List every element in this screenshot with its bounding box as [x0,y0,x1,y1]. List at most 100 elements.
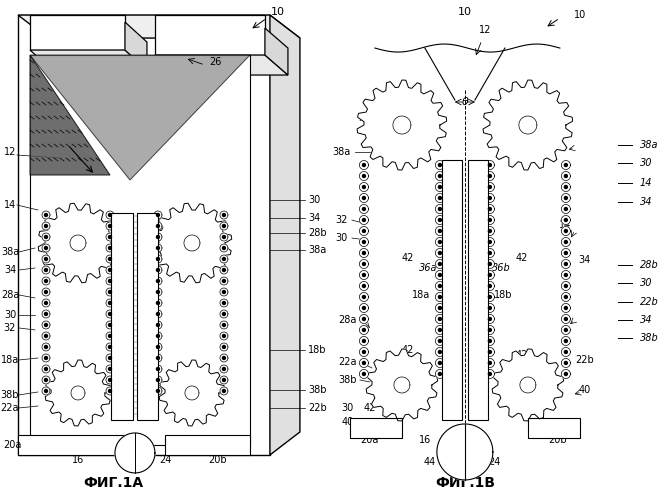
Text: 10: 10 [271,7,285,17]
Polygon shape [42,299,50,307]
Polygon shape [154,211,162,219]
Polygon shape [137,213,158,420]
Polygon shape [485,160,495,170]
Polygon shape [30,55,110,175]
Polygon shape [561,160,571,170]
Text: 22b: 22b [640,297,659,307]
Polygon shape [42,233,50,241]
Text: 38b: 38b [308,385,326,395]
Text: 10: 10 [458,7,472,17]
Text: 38a: 38a [308,245,326,255]
Polygon shape [437,424,493,480]
Polygon shape [42,266,50,274]
Polygon shape [561,204,571,214]
Polygon shape [220,299,228,307]
Text: 30: 30 [336,233,348,243]
Polygon shape [483,80,573,170]
Polygon shape [42,332,50,340]
Polygon shape [362,318,365,320]
Text: 40: 40 [342,417,354,427]
Polygon shape [362,296,365,298]
Polygon shape [42,255,50,263]
Polygon shape [565,372,567,376]
Text: 24: 24 [489,457,501,467]
Text: 20a: 20a [3,440,21,450]
Text: 32: 32 [336,215,348,225]
Polygon shape [222,378,226,382]
Polygon shape [44,258,48,260]
Polygon shape [156,390,160,392]
Polygon shape [436,314,444,324]
Polygon shape [561,182,571,192]
Text: 14: 14 [559,220,571,230]
Polygon shape [359,194,369,202]
Polygon shape [156,268,160,272]
Polygon shape [42,277,50,285]
Polygon shape [222,268,226,272]
Polygon shape [220,354,228,362]
Polygon shape [485,172,495,180]
Polygon shape [485,314,495,324]
Polygon shape [362,218,365,222]
Polygon shape [489,372,491,376]
Polygon shape [561,348,571,356]
Polygon shape [109,236,111,238]
Polygon shape [42,343,50,351]
Polygon shape [220,277,228,285]
Polygon shape [357,80,447,170]
Polygon shape [438,340,442,342]
Text: 38b: 38b [1,390,19,400]
Polygon shape [436,370,444,378]
Polygon shape [565,218,567,222]
Polygon shape [438,218,442,222]
Polygon shape [436,358,444,368]
Polygon shape [154,288,162,296]
Polygon shape [156,324,160,326]
Polygon shape [485,370,495,378]
Polygon shape [44,302,48,304]
Polygon shape [154,233,162,241]
Polygon shape [109,224,111,228]
Polygon shape [42,244,50,252]
Polygon shape [154,332,162,340]
Polygon shape [220,365,228,373]
Polygon shape [220,211,228,219]
Polygon shape [489,318,491,320]
Polygon shape [561,260,571,268]
Polygon shape [106,343,114,351]
Polygon shape [44,324,48,326]
Polygon shape [106,277,114,285]
Polygon shape [565,362,567,364]
Polygon shape [489,328,491,332]
Polygon shape [489,284,491,288]
Polygon shape [156,224,160,228]
Polygon shape [561,172,571,180]
Polygon shape [492,349,563,421]
Polygon shape [362,328,365,332]
Text: 22a: 22a [339,357,357,367]
Polygon shape [362,240,365,244]
Polygon shape [106,211,114,219]
Text: 28a: 28a [339,315,357,325]
Polygon shape [485,358,495,368]
Text: 30: 30 [640,278,652,288]
Polygon shape [436,172,444,180]
Polygon shape [362,274,365,276]
Polygon shape [485,336,495,345]
Text: 42: 42 [402,370,414,380]
Polygon shape [125,22,147,70]
Polygon shape [220,266,228,274]
Polygon shape [561,370,571,378]
Text: 18a: 18a [1,355,19,365]
Polygon shape [359,292,369,302]
Polygon shape [438,164,442,166]
Text: 38b: 38b [640,333,659,343]
Text: 22b: 22b [308,403,326,413]
Polygon shape [489,196,491,200]
Polygon shape [561,292,571,302]
Text: 24: 24 [159,455,171,465]
Polygon shape [489,208,491,210]
Polygon shape [362,230,365,232]
Polygon shape [156,290,160,294]
Text: 44: 44 [424,457,436,467]
